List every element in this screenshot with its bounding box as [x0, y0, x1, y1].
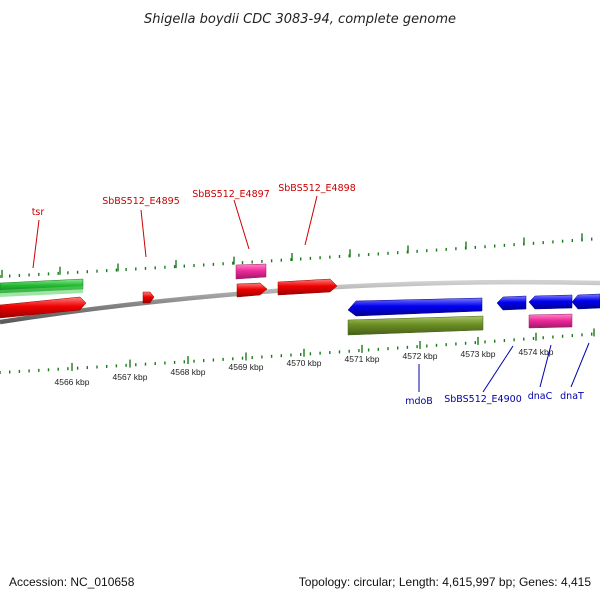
genome-summary-text: Topology: circular; Length: 4,615,997 bp… — [299, 575, 592, 589]
bottom-leader-lines — [418, 342, 590, 393]
cds-tsr[interactable] — [0, 296, 87, 319]
label-SbBS512_E4895[interactable]: SbBS512_E4895 — [102, 196, 180, 207]
scale-label: 4572 kbp — [403, 351, 438, 361]
scale-label: 4574 kbp — [519, 347, 554, 357]
scale-label: 4570 kbp — [287, 358, 322, 368]
scale-label: 4573 kbp — [461, 349, 496, 359]
cds-dnaC[interactable] — [528, 294, 573, 310]
cds-dnaT[interactable] — [571, 293, 600, 310]
cds-mdoB[interactable] — [347, 297, 483, 317]
scale-label: 4567 kbp — [113, 372, 148, 382]
top-leader-lines — [32, 195, 318, 269]
map-title: Shigella boydii CDC 3083-94, complete ge… — [144, 12, 456, 27]
label-mdoB[interactable]: mdoB — [405, 396, 433, 407]
label-dnaT[interactable]: dnaT — [560, 391, 584, 402]
top-gene-labels: tsr SbBS512_E4895 SbBS512_E4897 SbBS512_… — [32, 183, 356, 218]
scale-label: 4566 kbp — [55, 377, 90, 387]
rna-feature-SbBS512_E4897[interactable] — [235, 263, 267, 280]
scale-label: 4571 kbp — [345, 354, 380, 364]
label-tsr[interactable]: tsr — [32, 207, 45, 218]
rna-feature-dnaC[interactable] — [528, 313, 573, 329]
scale-labels: 4566 kbp 4567 kbp 4568 kbp 4569 kbp 4570… — [55, 347, 554, 387]
bottom-gene-labels: mdoB SbBS512_E4900 dnaC dnaT — [405, 391, 584, 407]
cds-SbBS512_E4898[interactable] — [277, 278, 338, 296]
cds-SbBS512_E4895[interactable] — [142, 291, 155, 304]
scale-label: 4568 kbp — [171, 367, 206, 377]
label-SbBS512_E4897[interactable]: SbBS512_E4897 — [192, 189, 270, 200]
accession-text: Accession: NC_010658 — [9, 575, 135, 589]
gene-tsr[interactable] — [0, 278, 84, 297]
label-SbBS512_E4898[interactable]: SbBS512_E4898 — [278, 183, 356, 194]
cds-forward-track — [0, 278, 338, 319]
cds-SbBS512_E4900[interactable] — [496, 295, 527, 311]
label-SbBS512_E4900[interactable]: SbBS512_E4900 — [444, 394, 522, 405]
inner-tick-row — [0, 328, 595, 374]
scale-label: 4569 kbp — [229, 362, 264, 372]
cds-SbBS512_E4897[interactable] — [236, 282, 268, 298]
label-dnaC[interactable]: dnaC — [528, 391, 553, 402]
cds-reverse-track — [347, 293, 600, 317]
gene-mdoB[interactable] — [347, 315, 484, 336]
outer-tick-row — [0, 233, 593, 278]
